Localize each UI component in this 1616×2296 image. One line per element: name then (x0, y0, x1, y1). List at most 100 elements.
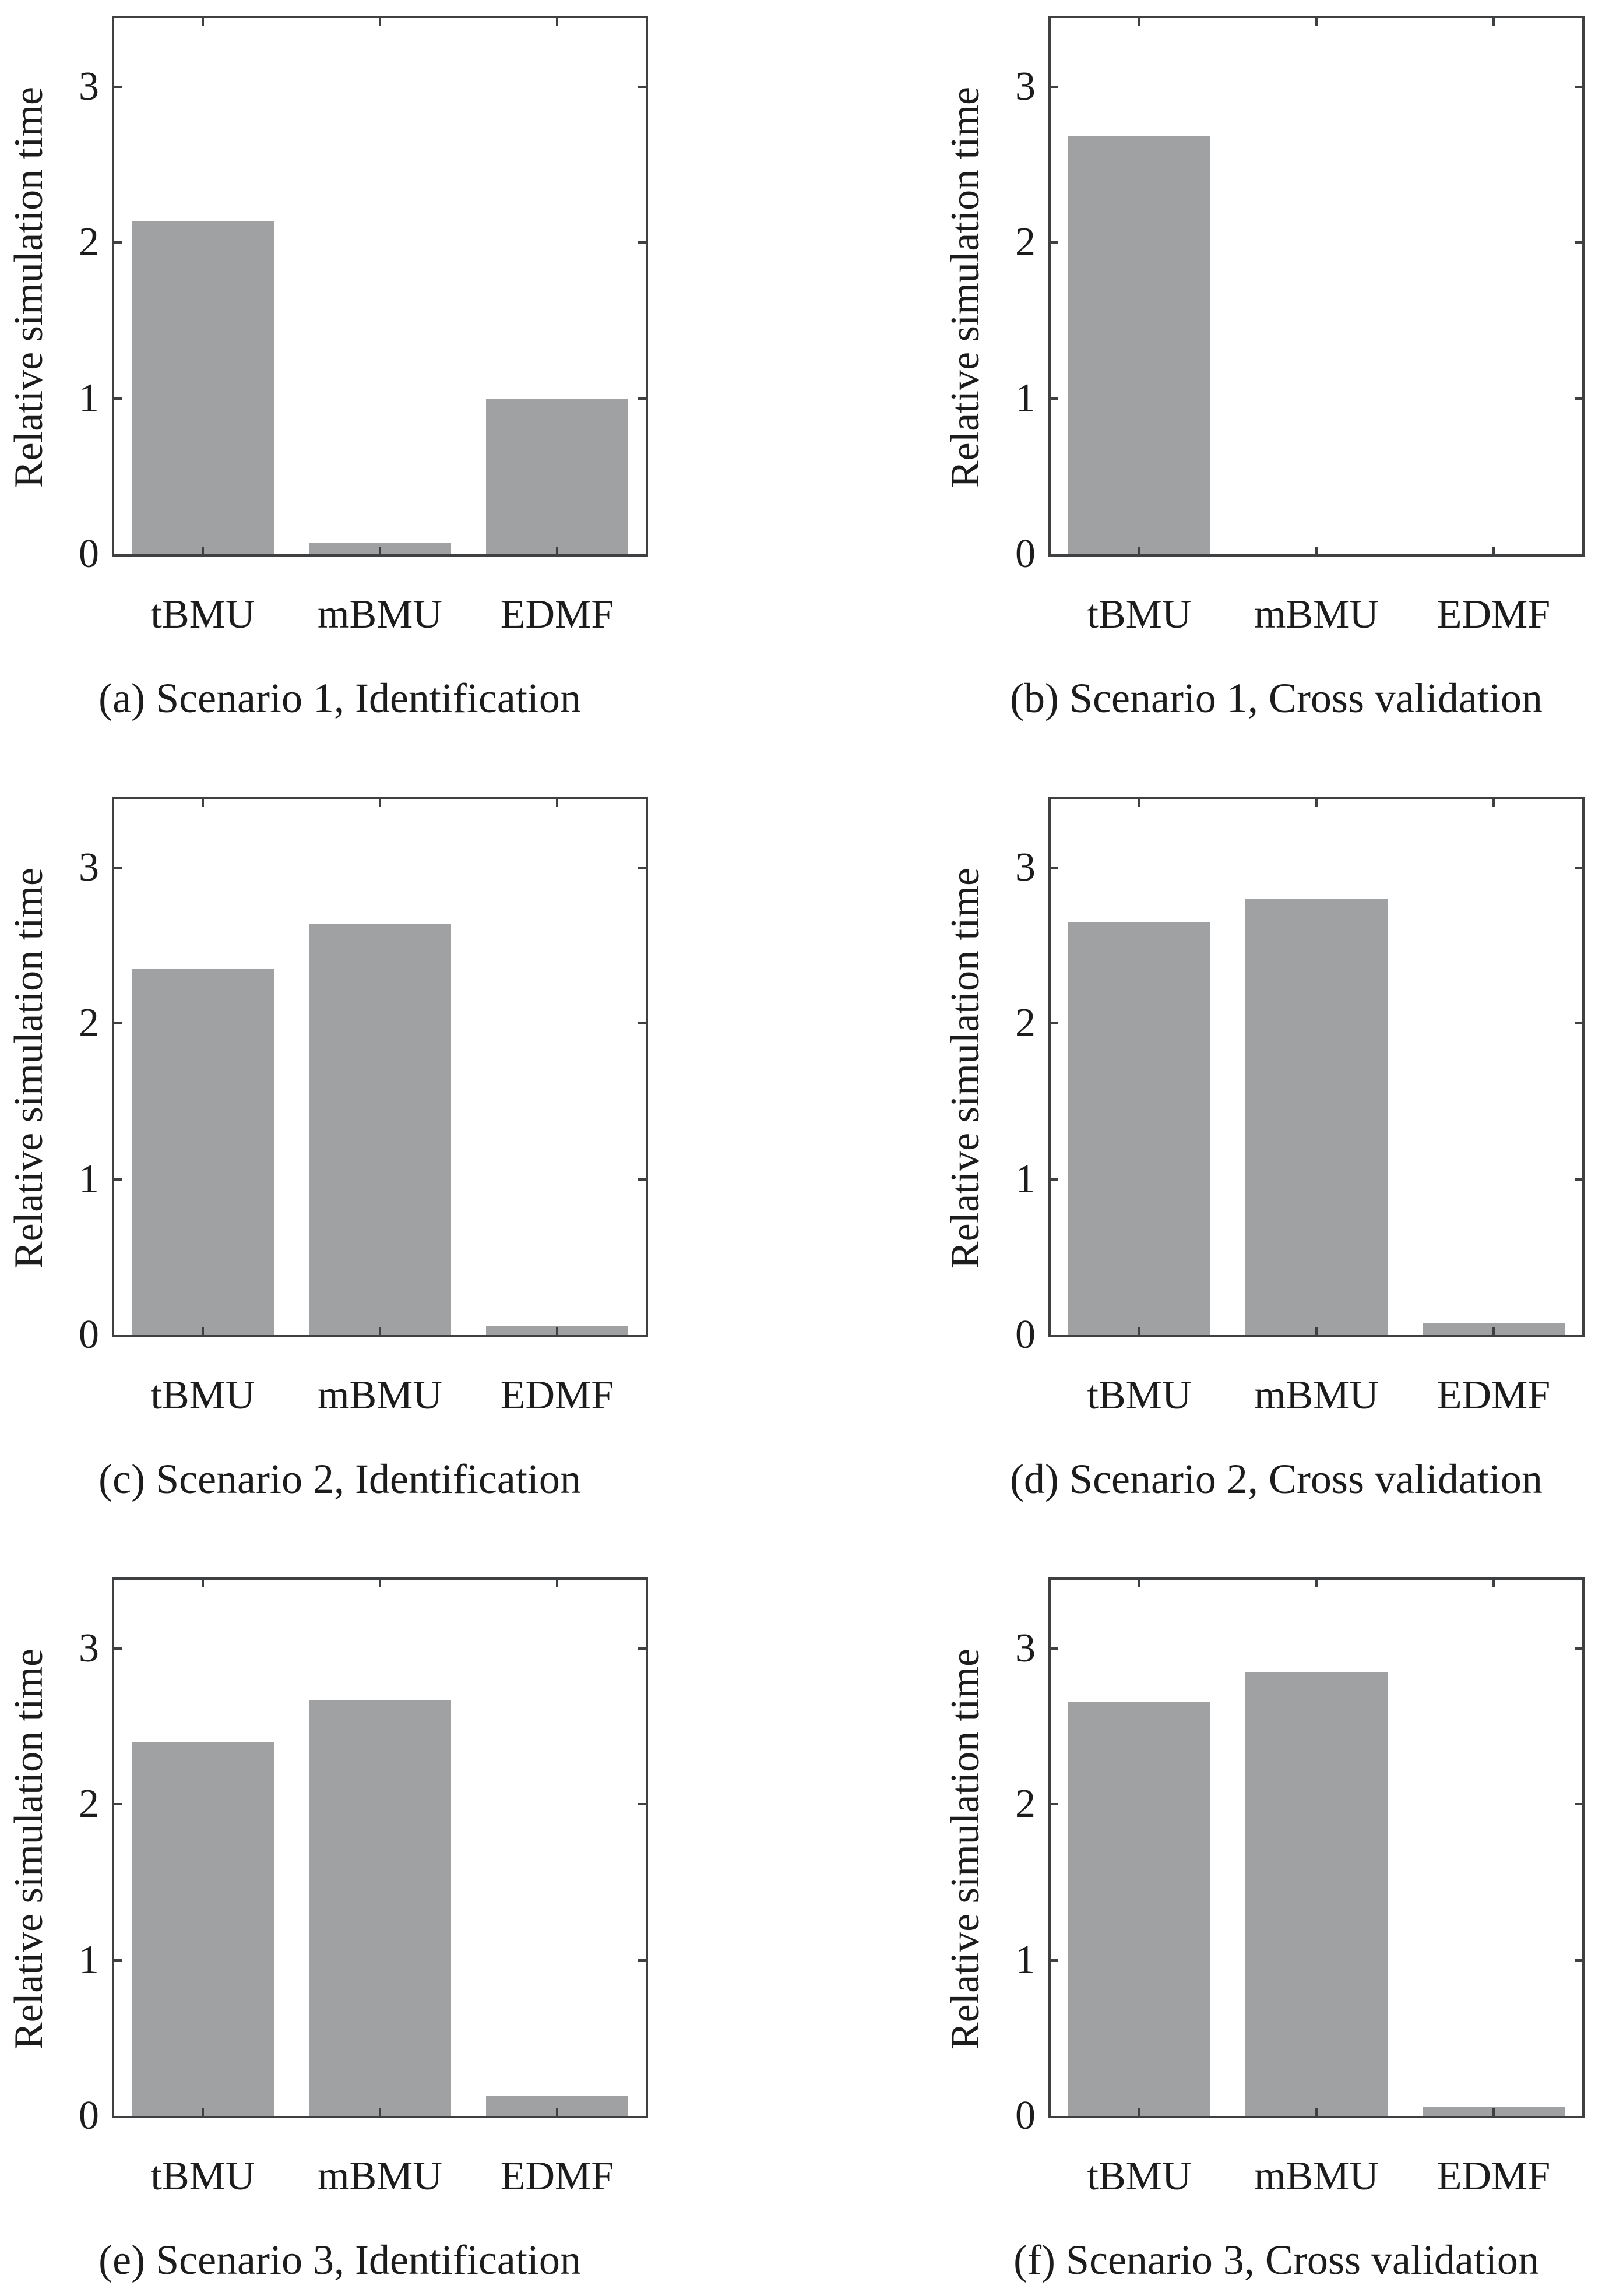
y-tick-label-0: 0 (1015, 1312, 1036, 1357)
y-tick-left-1 (114, 1959, 122, 1962)
x-tick-top-tBMU (1138, 1580, 1140, 1587)
x-tick-label-EDMF: EDMF (1437, 2154, 1551, 2199)
plot-box (1048, 16, 1585, 557)
y-tick-label-1: 1 (1015, 1157, 1036, 1202)
bar-mBMU (1245, 899, 1388, 1335)
x-tick-label-EDMF: EDMF (500, 592, 614, 637)
x-tick-label-tBMU: tBMU (1087, 592, 1192, 637)
x-tick-label-EDMF: EDMF (500, 2154, 614, 2199)
x-tick-label-mBMU: mBMU (1254, 1373, 1379, 1418)
x-tick-label-mBMU: mBMU (318, 1373, 442, 1418)
x-tick-label-tBMU: tBMU (1087, 1373, 1192, 1418)
x-tick-top-tBMU (202, 799, 204, 807)
plot-area (1051, 1580, 1582, 2116)
x-tick-top-tBMU (1138, 18, 1140, 26)
x-tick-top-mBMU (379, 1580, 381, 1587)
x-tick-bottom-mBMU (379, 1327, 381, 1335)
y-tick-label-0: 0 (79, 2093, 99, 2138)
chart-panel-f: Relative simulation time (f) Scenario 3,… (936, 1562, 1616, 2296)
y-tick-left-3 (1051, 86, 1058, 88)
plot-area (114, 1580, 646, 2116)
x-tick-top-mBMU (379, 18, 381, 26)
y-tick-label-1: 1 (79, 1938, 99, 1982)
subfigure-caption-c: (c) Scenario 2, Identification (98, 1456, 581, 1502)
y-tick-right-1 (1575, 1178, 1582, 1181)
subfigure-caption-e: (e) Scenario 3, Identification (98, 2237, 581, 2283)
y-tick-right-3 (1575, 867, 1582, 869)
chart-panel-b: Relative simulation time (b) Scenario 1,… (936, 0, 1616, 781)
bar-tBMU (1068, 136, 1210, 554)
y-tick-left-1 (1051, 1178, 1058, 1181)
chart-panel-e: Relative simulation time (e) Scenario 3,… (0, 1562, 680, 2296)
y-tick-right-1 (1575, 397, 1582, 400)
bar-mBMU (309, 924, 451, 1335)
y-tick-label-3: 3 (79, 64, 99, 109)
x-tick-bottom-tBMU (202, 547, 204, 554)
bar-tBMU (1068, 922, 1210, 1335)
y-tick-left-1 (114, 397, 122, 400)
y-tick-right-1 (638, 1178, 646, 1181)
x-tick-bottom-tBMU (1138, 2108, 1140, 2116)
y-tick-right-2 (638, 1803, 646, 1805)
chart-panel-a: Relative simulation time (a) Scenario 1,… (0, 0, 680, 781)
y-tick-label-1: 1 (79, 1157, 99, 1202)
y-tick-label-3: 3 (1015, 845, 1036, 890)
y-tick-right-3 (638, 86, 646, 88)
y-tick-left-1 (1051, 397, 1058, 400)
y-tick-left-3 (114, 1647, 122, 1650)
x-tick-label-mBMU: mBMU (318, 592, 442, 637)
x-tick-bottom-mBMU (1315, 1327, 1318, 1335)
y-tick-label-2: 2 (1015, 1001, 1036, 1045)
y-tick-right-2 (638, 1022, 646, 1024)
y-tick-right-3 (1575, 1647, 1582, 1650)
y-tick-label-2: 2 (1015, 1781, 1036, 1826)
x-tick-bottom-tBMU (202, 1327, 204, 1335)
x-tick-bottom-mBMU (379, 547, 381, 554)
bar-mBMU (1245, 1672, 1388, 2116)
y-tick-label-3: 3 (79, 845, 99, 890)
chart-panel-c: Relative simulation time (c) Scenario 2,… (0, 781, 680, 1562)
bar-tBMU (132, 969, 274, 1335)
x-tick-bottom-EDMF (556, 547, 558, 554)
x-tick-top-tBMU (202, 1580, 204, 1587)
y-tick-label-3: 3 (1015, 64, 1036, 109)
plot-box (112, 16, 648, 557)
y-tick-left-3 (114, 86, 122, 88)
y-tick-left-1 (114, 1178, 122, 1181)
plot-area (114, 799, 646, 1335)
y-tick-left-1 (1051, 1959, 1058, 1962)
y-tick-label-0: 0 (1015, 2093, 1036, 2138)
y-tick-label-3: 3 (1015, 1626, 1036, 1671)
y-tick-right-1 (1575, 1959, 1582, 1962)
y-tick-right-3 (1575, 86, 1582, 88)
y-tick-label-0: 0 (79, 1312, 99, 1357)
y-tick-left-3 (1051, 867, 1058, 869)
bar-EDMF (486, 399, 628, 554)
y-tick-label-2: 2 (1015, 220, 1036, 265)
x-tick-top-mBMU (1315, 18, 1318, 26)
x-tick-label-mBMU: mBMU (1254, 592, 1379, 637)
y-tick-label-2: 2 (79, 220, 99, 265)
y-tick-label-1: 1 (1015, 1938, 1036, 1982)
x-tick-label-mBMU: mBMU (1254, 2154, 1379, 2199)
x-tick-top-EDMF (556, 799, 558, 807)
x-tick-bottom-EDMF (1492, 1327, 1495, 1335)
plot-box (1048, 797, 1585, 1337)
x-tick-top-EDMF (556, 18, 558, 26)
x-tick-bottom-mBMU (379, 2108, 381, 2116)
y-tick-left-2 (114, 1022, 122, 1024)
plot-box (112, 797, 648, 1337)
x-tick-bottom-EDMF (556, 2108, 558, 2116)
x-tick-top-mBMU (1315, 1580, 1318, 1587)
y-tick-right-1 (638, 1959, 646, 1962)
x-tick-top-tBMU (202, 18, 204, 26)
y-tick-label-1: 1 (1015, 376, 1036, 421)
y-tick-right-1 (638, 397, 646, 400)
y-tick-left-2 (114, 241, 122, 244)
x-tick-bottom-EDMF (1492, 547, 1495, 554)
y-tick-left-2 (114, 1803, 122, 1805)
plot-box (1048, 1577, 1585, 2118)
x-tick-top-EDMF (1492, 18, 1495, 26)
x-tick-label-EDMF: EDMF (1437, 1373, 1551, 1418)
